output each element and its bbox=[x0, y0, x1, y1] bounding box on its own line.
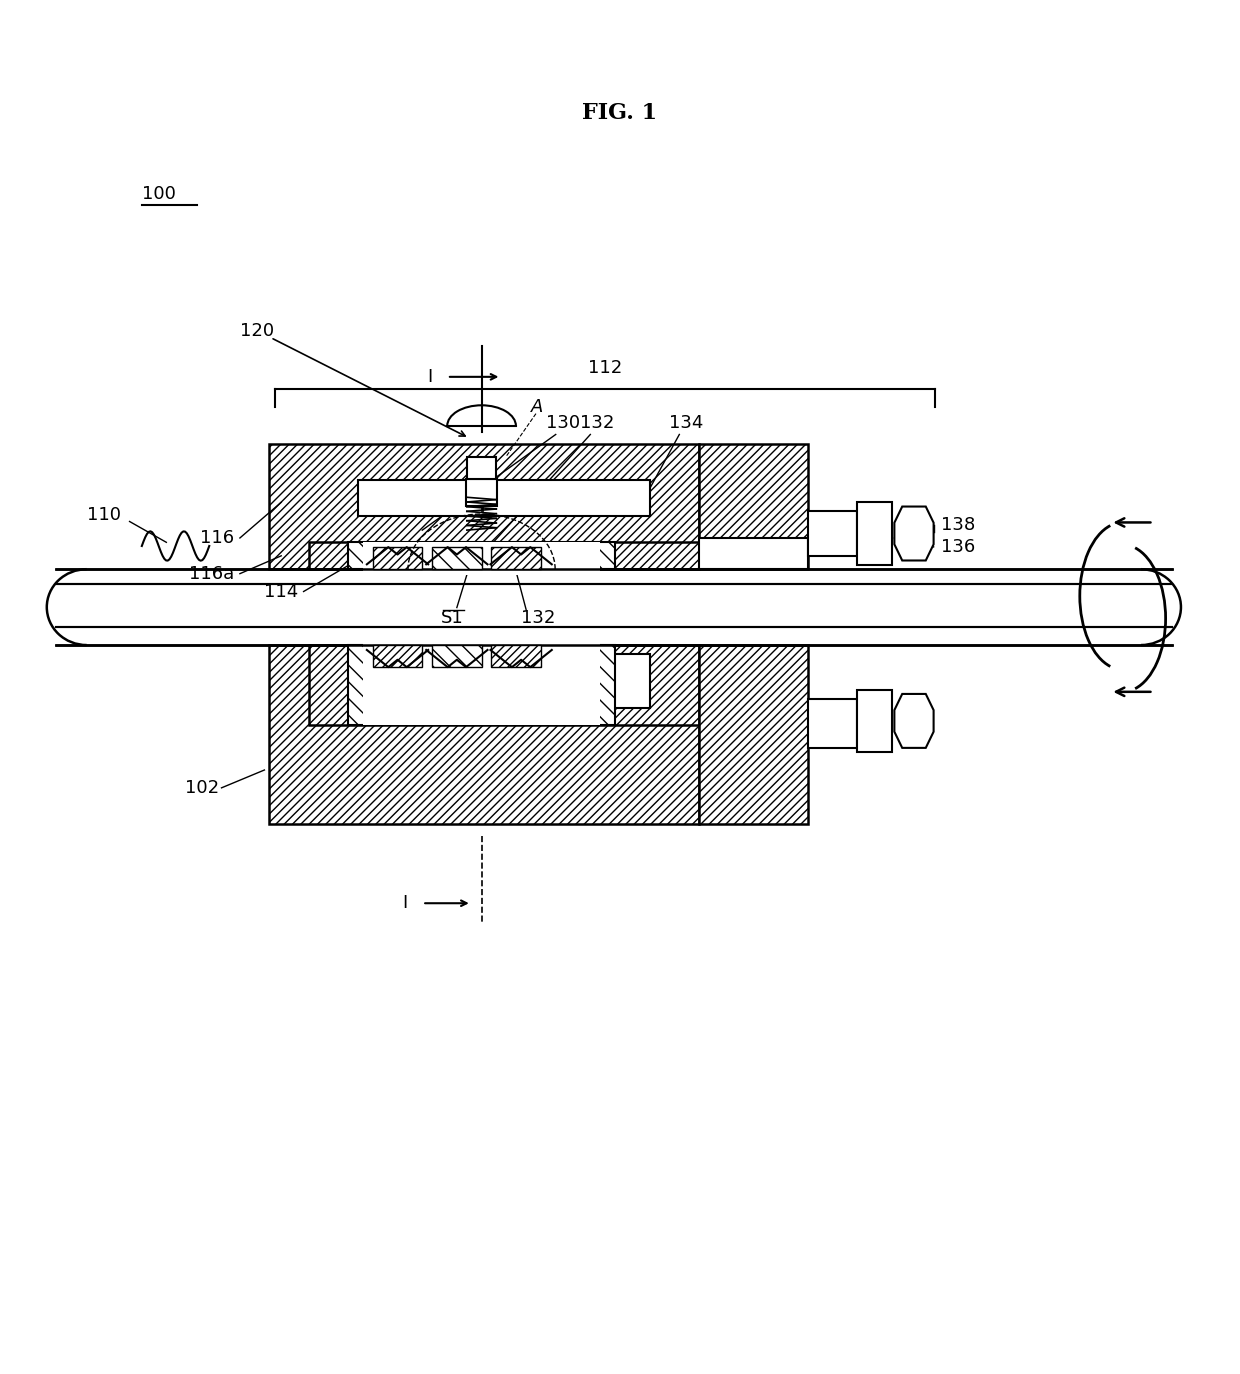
Text: 134: 134 bbox=[670, 414, 704, 431]
Polygon shape bbox=[894, 507, 934, 561]
Text: 130: 130 bbox=[546, 414, 580, 431]
Text: 132: 132 bbox=[580, 414, 615, 431]
Bar bbox=[699, 444, 808, 569]
Bar bbox=[99, 569, 1128, 644]
Bar bbox=[363, 543, 600, 576]
Text: 102: 102 bbox=[185, 779, 218, 797]
Text: I: I bbox=[427, 368, 432, 386]
Text: 114: 114 bbox=[264, 583, 299, 600]
Bar bbox=[857, 690, 892, 752]
Text: 116: 116 bbox=[200, 529, 234, 547]
Bar bbox=[491, 644, 541, 668]
Bar bbox=[699, 539, 808, 569]
Text: 138: 138 bbox=[941, 515, 975, 533]
Bar bbox=[358, 480, 650, 515]
Text: 100: 100 bbox=[141, 184, 176, 203]
Polygon shape bbox=[894, 694, 934, 747]
Bar bbox=[363, 643, 600, 725]
Bar bbox=[309, 543, 699, 569]
Bar bbox=[309, 644, 699, 725]
Text: 112: 112 bbox=[588, 359, 622, 376]
Text: S1: S1 bbox=[440, 609, 464, 628]
Bar bbox=[699, 644, 808, 823]
Text: 110: 110 bbox=[87, 507, 120, 525]
Bar bbox=[348, 644, 615, 725]
Bar bbox=[466, 478, 497, 506]
Bar bbox=[269, 644, 699, 823]
Text: 116a: 116a bbox=[188, 565, 234, 583]
Bar bbox=[857, 503, 892, 565]
Text: FIG. 1: FIG. 1 bbox=[583, 102, 657, 124]
Text: 132: 132 bbox=[521, 609, 556, 628]
Bar bbox=[432, 644, 481, 668]
Text: 136: 136 bbox=[941, 537, 975, 556]
Bar bbox=[808, 511, 857, 556]
Bar bbox=[432, 547, 481, 569]
Bar bbox=[358, 654, 650, 708]
Bar bbox=[269, 444, 699, 569]
Bar bbox=[808, 698, 857, 747]
Text: I: I bbox=[402, 894, 408, 912]
Bar bbox=[373, 644, 423, 668]
Bar bbox=[491, 547, 541, 569]
Text: 120: 120 bbox=[239, 323, 274, 341]
Bar bbox=[56, 569, 1172, 644]
Bar bbox=[466, 456, 496, 478]
Text: A: A bbox=[531, 398, 543, 416]
Bar bbox=[373, 547, 423, 569]
Bar bbox=[348, 543, 615, 569]
